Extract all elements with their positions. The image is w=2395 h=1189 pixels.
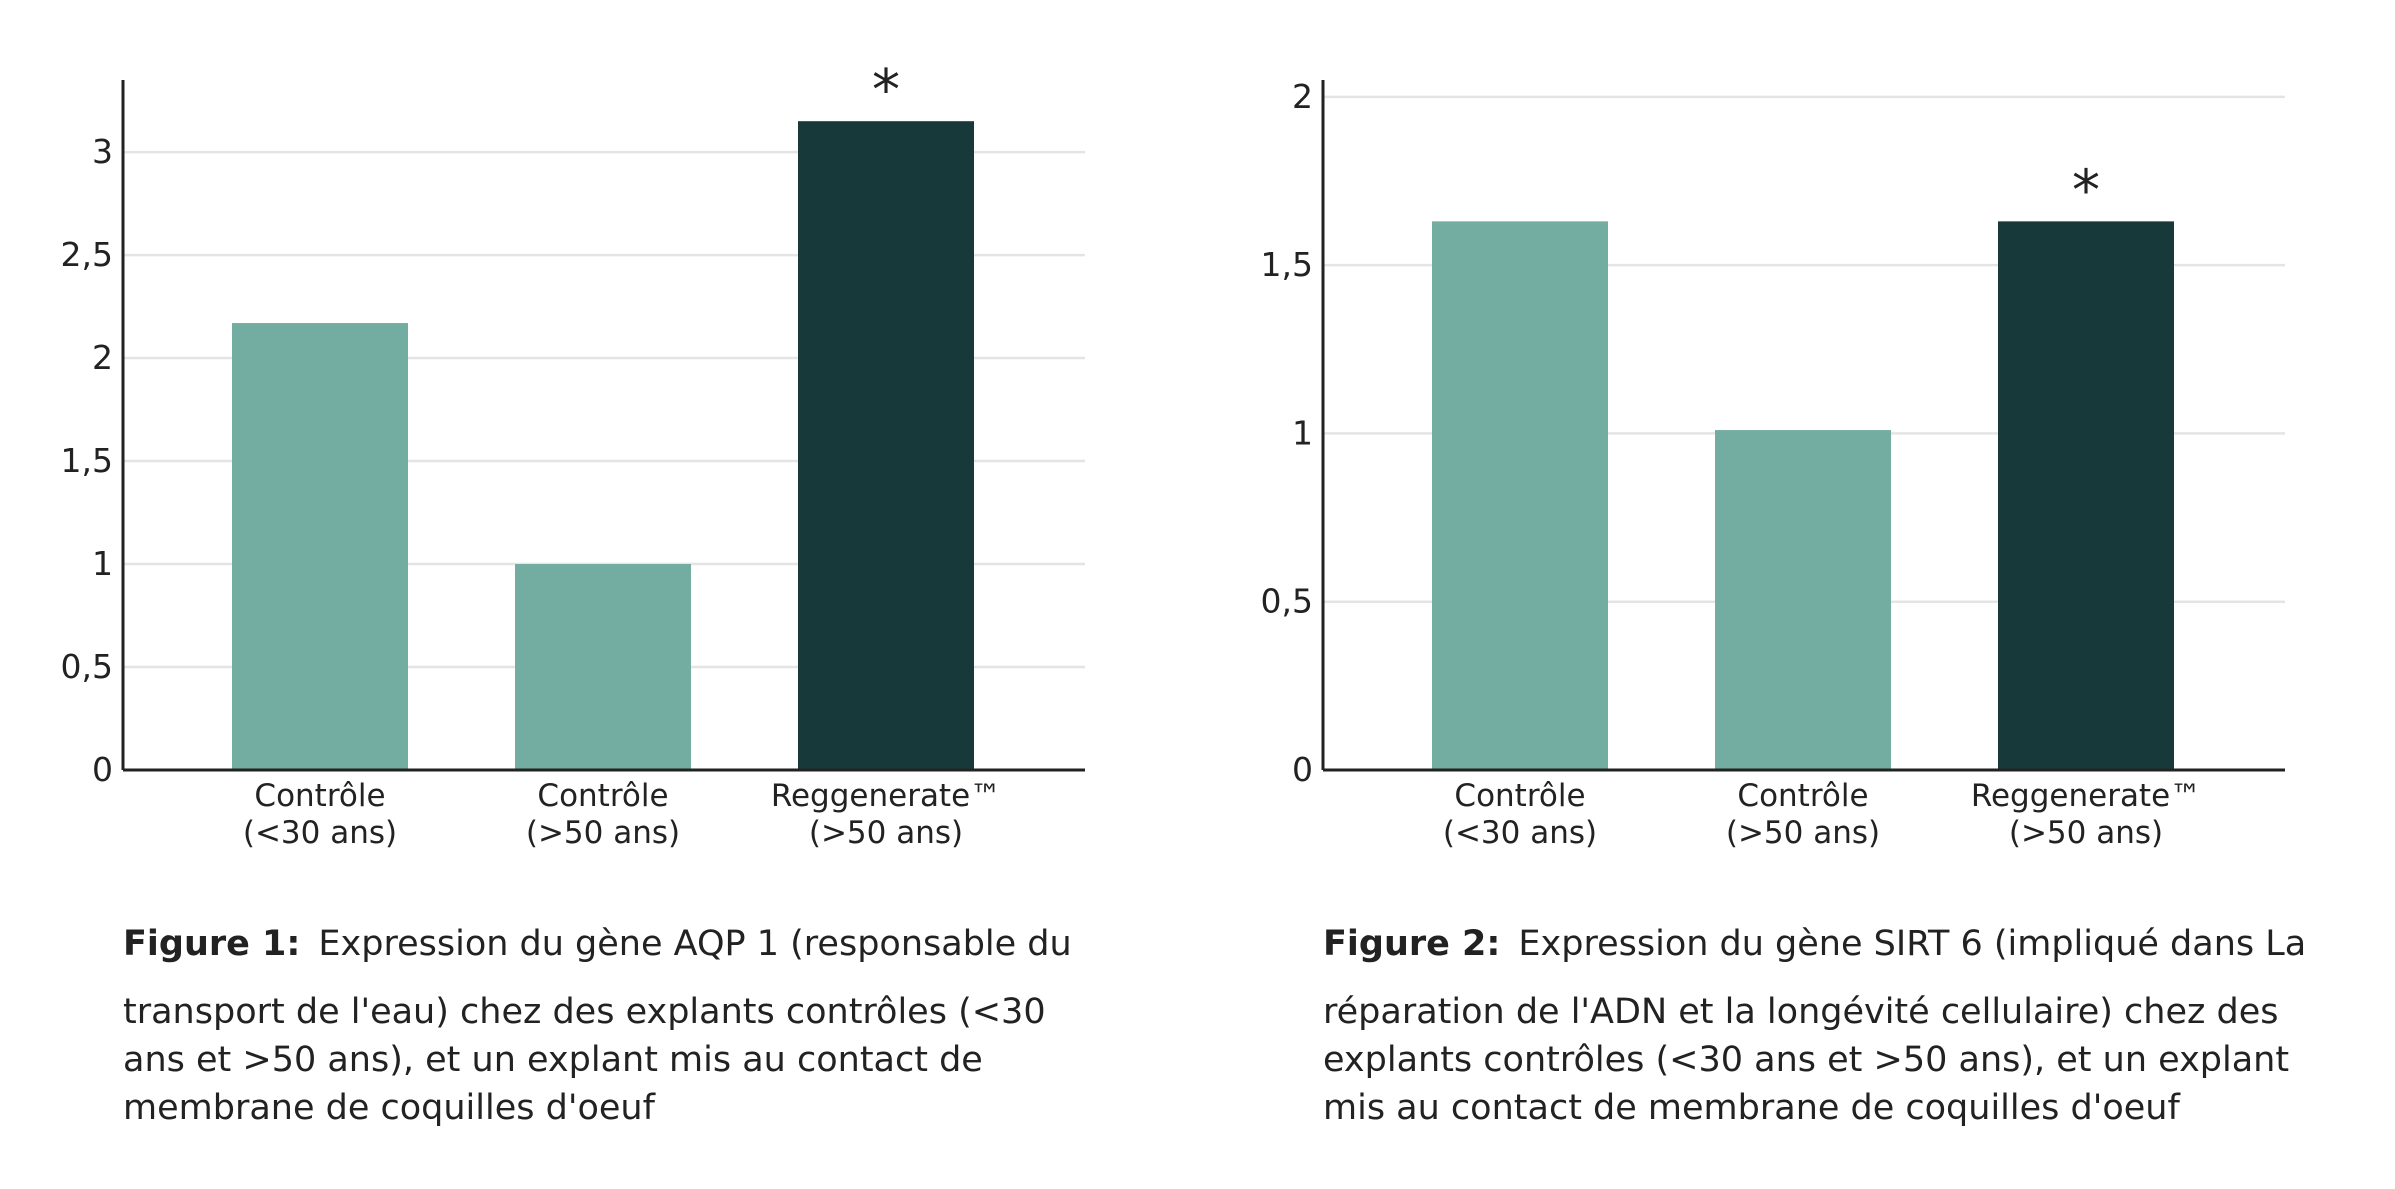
y-tick-label: 1,5 — [1261, 245, 1313, 284]
caption-text: ans et >50 ans), et un explant mis au co… — [123, 1040, 983, 1080]
category-label: Contrôle — [1454, 778, 1585, 814]
caption-text: explants contrôles (<30 ans et >50 ans),… — [1323, 1040, 2290, 1080]
category-label: Contrôle — [537, 778, 668, 814]
y-tick-label: 0,5 — [1261, 582, 1313, 621]
y-tick-label: 0 — [1292, 750, 1313, 789]
category-label: (<30 ans) — [1443, 815, 1597, 851]
caption-first-line: Figure 1: Expression du gène AQP 1 (respo… — [123, 920, 1113, 968]
category-label: (>50 ans) — [526, 815, 680, 851]
bar — [1715, 430, 1891, 770]
category-label: Contrôle — [1737, 778, 1868, 814]
y-tick-label: 0,5 — [61, 647, 113, 686]
y-tick-label: 2 — [92, 338, 113, 377]
caption-first-line: Figure 2: Expression du gène SIRT 6 (impl… — [1323, 920, 2373, 968]
bar — [798, 121, 974, 770]
bar — [232, 323, 408, 770]
category-label: (>50 ans) — [1726, 815, 1880, 851]
caption-text: mis au contact de membrane de coquilles … — [1323, 1088, 2180, 1128]
y-tick-label: 0 — [92, 750, 113, 789]
caption-text: réparation de l'ADN et la longévité cell… — [1323, 992, 2279, 1032]
significance-marker: * — [2072, 158, 2100, 223]
y-tick-label: 1,5 — [61, 441, 113, 480]
y-tick-label: 2 — [1292, 77, 1313, 116]
figure-2-caption: Figure 2: Expression du gène SIRT 6 (impl… — [1323, 920, 2373, 1132]
bar — [515, 564, 691, 770]
category-label: Contrôle — [254, 778, 385, 814]
significance-marker: * — [872, 58, 900, 123]
caption-text: membrane de coquilles d'oeuf — [123, 1088, 655, 1128]
figure-2-panel: 0 0,5 1 1,5 2 Contrôle (<30 ans) Contrôle (>50 a… — [1200, 0, 2307, 1189]
y-tick-label: 1 — [1292, 413, 1313, 452]
category-label: (<30 ans) — [243, 815, 397, 851]
category-label: (>50 ans) — [2009, 815, 2163, 851]
category-label: (>50 ans) — [809, 815, 963, 851]
y-tick-label: 2,5 — [61, 235, 113, 274]
figure-1-caption: Figure 1: Expression du gène AQP 1 (respo… — [123, 920, 1113, 1132]
y-tick-label: 3 — [92, 132, 113, 171]
figure-1-panel: 0 0,5 1 1,5 2 2,5 3 Contrôle (<30 ans) Contrôle (>… — [0, 0, 1100, 1189]
figure-label: Figure 2: — [1323, 924, 1501, 964]
figure-label: Figure 1: — [123, 924, 301, 964]
bar — [1998, 221, 2174, 771]
caption-text: Expression du gène AQP 1 (responsable du — [318, 924, 1072, 964]
bar — [1432, 221, 1608, 771]
category-label: Reggenerate™ — [771, 778, 1001, 814]
category-label: Reggenerate™ — [1971, 778, 2201, 814]
caption-text: transport de l'eau) chez des explants co… — [123, 992, 1046, 1032]
y-tick-label: 1 — [92, 544, 113, 583]
caption-text: Expression du gène SIRT 6 (impliqué dans… — [1518, 924, 2307, 964]
